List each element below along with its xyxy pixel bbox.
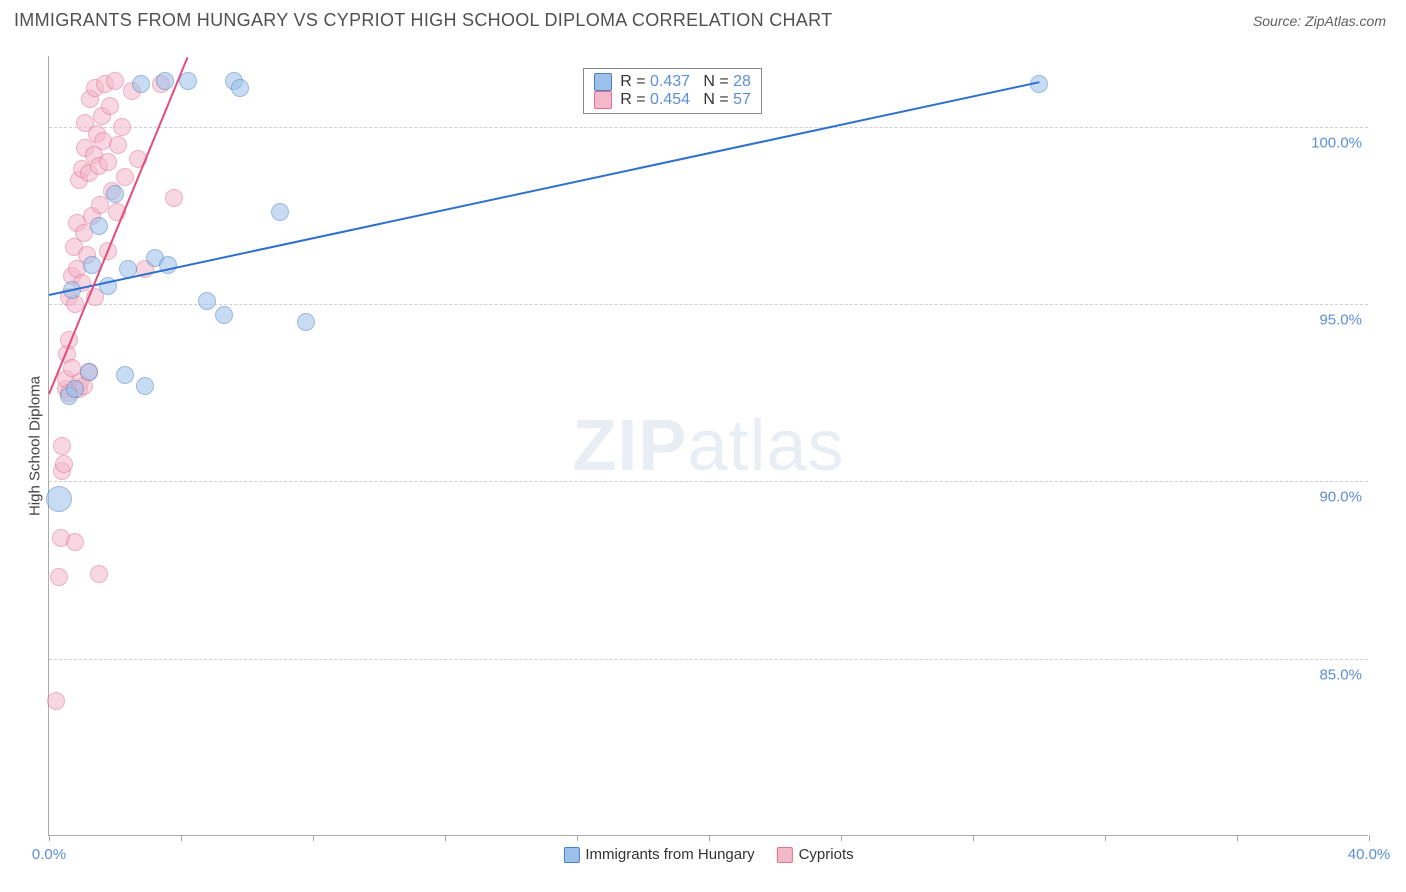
legend-text: R = 0.437 N = 28 (620, 73, 751, 91)
data-point (55, 455, 73, 473)
gridline (49, 127, 1368, 128)
chart-title: IMMIGRANTS FROM HUNGARY VS CYPRIOT HIGH … (14, 10, 832, 31)
data-point (165, 189, 183, 207)
trend-line (49, 81, 1039, 296)
legend-label: Immigrants from Hungary (585, 846, 754, 863)
x-tick (313, 835, 314, 841)
legend-swatch (594, 73, 612, 91)
x-tick (49, 835, 50, 841)
data-point (215, 306, 233, 324)
source-label: Source: ZipAtlas.com (1253, 13, 1386, 29)
data-point (109, 136, 127, 154)
legend-row: R = 0.454 N = 57 (594, 91, 751, 109)
legend-swatch (777, 847, 793, 863)
legend-text: R = 0.454 N = 57 (620, 91, 751, 109)
data-point (66, 533, 84, 551)
x-tick (1237, 835, 1238, 841)
data-point (198, 292, 216, 310)
data-point (50, 568, 68, 586)
legend-swatch (594, 91, 612, 109)
gridline (49, 304, 1368, 305)
y-tick-label: 95.0% (1319, 312, 1362, 329)
x-tick (709, 835, 710, 841)
header: IMMIGRANTS FROM HUNGARY VS CYPRIOT HIGH … (0, 0, 1406, 37)
legend-item: Cypriots (777, 846, 854, 863)
data-point (90, 217, 108, 235)
legend-swatch (563, 847, 579, 863)
x-tick (445, 835, 446, 841)
data-point (156, 72, 174, 90)
legend-row: R = 0.437 N = 28 (594, 73, 751, 91)
x-tick (577, 835, 578, 841)
data-point (132, 75, 150, 93)
series-legend: Immigrants from Hungary Cypriots (563, 846, 853, 863)
x-tick (973, 835, 974, 841)
data-point (46, 486, 72, 512)
gridline (49, 481, 1368, 482)
chart-container: High School Diploma ZIPatlas 85.0% 90.0% 9… (14, 44, 1392, 884)
x-tick (841, 835, 842, 841)
data-point (113, 118, 131, 136)
data-point (106, 72, 124, 90)
data-point (101, 97, 119, 115)
plot-area: High School Diploma ZIPatlas 85.0%90.0%9… (48, 56, 1368, 836)
data-point (231, 79, 249, 97)
x-tick (1105, 835, 1106, 841)
watermark-bold: ZIP (572, 406, 687, 486)
data-point (53, 437, 71, 455)
data-point (297, 313, 315, 331)
data-point (90, 565, 108, 583)
gridline (49, 659, 1368, 660)
y-tick-label: 100.0% (1311, 134, 1362, 151)
x-tick (1369, 835, 1370, 841)
y-tick-label: 85.0% (1319, 666, 1362, 683)
watermark-thin: atlas (687, 406, 844, 486)
data-point (80, 363, 98, 381)
y-axis-title: High School Diploma (27, 375, 44, 515)
data-point (116, 366, 134, 384)
watermark: ZIPatlas (572, 405, 844, 487)
x-tick-label: 0.0% (32, 846, 66, 863)
data-point (106, 185, 124, 203)
data-point (66, 380, 84, 398)
y-tick-label: 90.0% (1319, 489, 1362, 506)
data-point (47, 692, 65, 710)
data-point (136, 377, 154, 395)
x-tick-label: 40.0% (1348, 846, 1391, 863)
data-point (271, 203, 289, 221)
x-tick (181, 835, 182, 841)
legend-item: Immigrants from Hungary (563, 846, 754, 863)
data-point (99, 153, 117, 171)
correlation-legend: R = 0.437 N = 28R = 0.454 N = 57 (583, 68, 762, 114)
data-point (116, 168, 134, 186)
legend-label: Cypriots (799, 846, 854, 863)
